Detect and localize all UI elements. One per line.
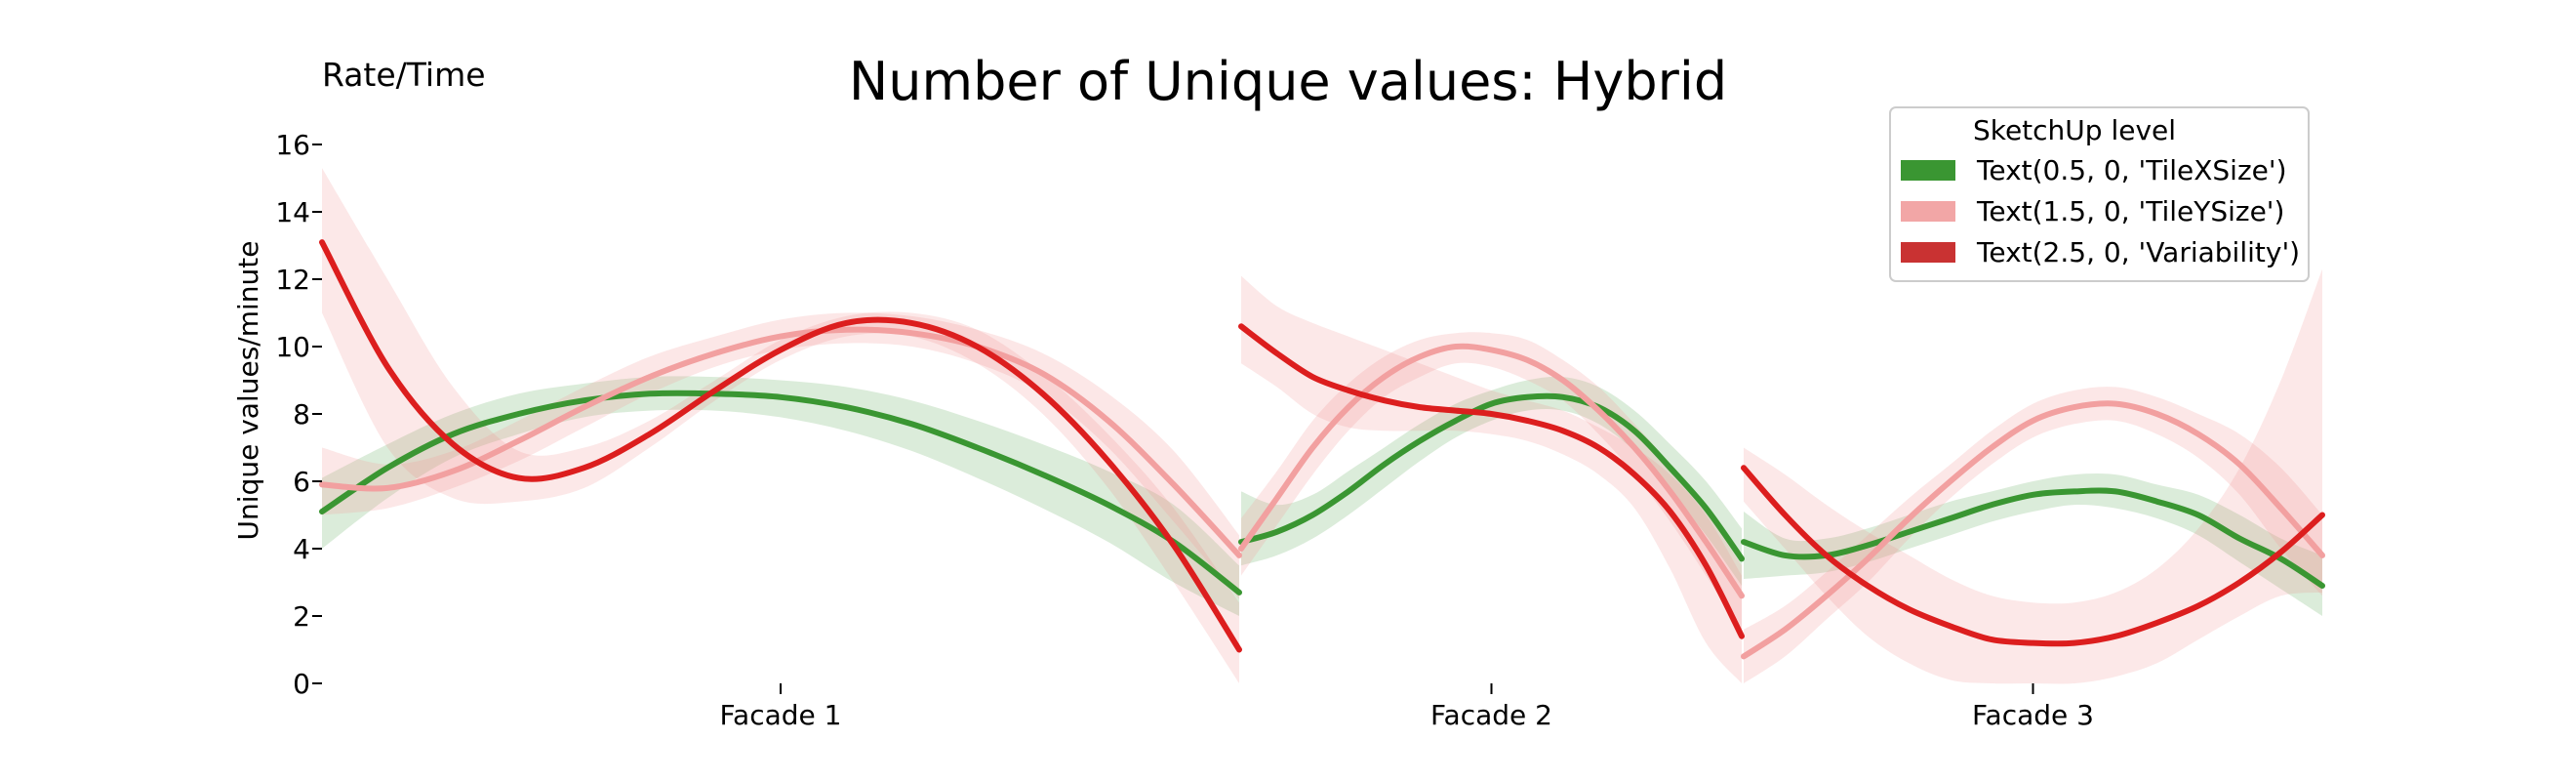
series-line-1-1	[319, 390, 1242, 596]
legend-title: SketchUp level	[1973, 114, 2176, 146]
y-tick-label: 16	[275, 129, 310, 161]
series-line-3-2	[1741, 400, 2325, 660]
legend-label-variability: Text(2.5, 0, 'Variability')	[1976, 236, 2300, 268]
x-axis: Facade 1 Facade 2 Facade 3	[720, 683, 2094, 731]
y-tick-label: 4	[293, 533, 310, 565]
band-2-3	[1241, 275, 1742, 683]
legend-swatch-tilexsize	[1901, 160, 1955, 181]
series-line-2-2	[1238, 343, 1745, 599]
legend-label-tilexsize: Text(0.5, 0, 'TileXSize')	[1976, 154, 2287, 186]
series-line-2-1	[1238, 392, 1745, 562]
series-line-1-3	[319, 239, 1242, 653]
y-tick-label: 2	[293, 600, 310, 633]
y-axis: 0 2 4 6 8 10 12 14 16	[275, 129, 322, 700]
series-lines	[319, 239, 2325, 660]
band-1-3	[322, 168, 1239, 684]
band-1-2	[322, 312, 1239, 599]
y-tick-label: 0	[293, 668, 310, 700]
legend-label-tileysize: Text(1.5, 0, 'TileYSize')	[1976, 195, 2284, 227]
x-tick-label: Facade 3	[1972, 699, 2094, 731]
legend: SketchUp level Text(0.5, 0, 'TileXSize')…	[1889, 106, 2310, 282]
legend-swatch-tileysize	[1901, 201, 1955, 222]
band-2-2	[1241, 332, 1742, 634]
y-tick-label: 10	[275, 331, 310, 363]
series-line-2-3	[1238, 323, 1745, 639]
x-tick-label: Facade 1	[720, 699, 842, 731]
series-line-3-3	[1741, 465, 2325, 647]
band-1-1	[322, 376, 1239, 616]
y-axis-label: Unique values/minute	[232, 241, 264, 541]
chart-title: Number of Unique values: Hybrid	[849, 51, 1727, 112]
series-line-3-1	[1741, 487, 2325, 589]
band-3-3	[1744, 268, 2322, 684]
legend-frame	[1889, 106, 2310, 282]
y-tick-label: 8	[293, 398, 310, 431]
y-tick-label: 14	[275, 196, 310, 228]
corner-label: Rate/Time	[322, 56, 486, 94]
y-tick-label: 6	[293, 466, 310, 498]
legend-swatch-variability	[1901, 242, 1955, 263]
x-tick-label: Facade 2	[1430, 699, 1552, 731]
y-tick-label: 12	[275, 264, 310, 296]
